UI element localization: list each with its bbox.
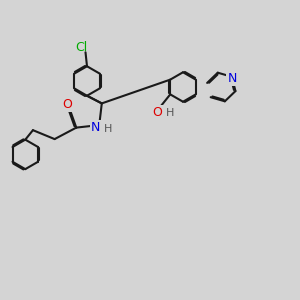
Text: H: H xyxy=(165,107,174,118)
Text: Cl: Cl xyxy=(75,41,87,54)
Text: O: O xyxy=(62,98,72,111)
Text: O: O xyxy=(152,106,162,119)
Text: N: N xyxy=(91,121,100,134)
Text: N: N xyxy=(228,72,237,85)
Text: H: H xyxy=(103,124,112,134)
